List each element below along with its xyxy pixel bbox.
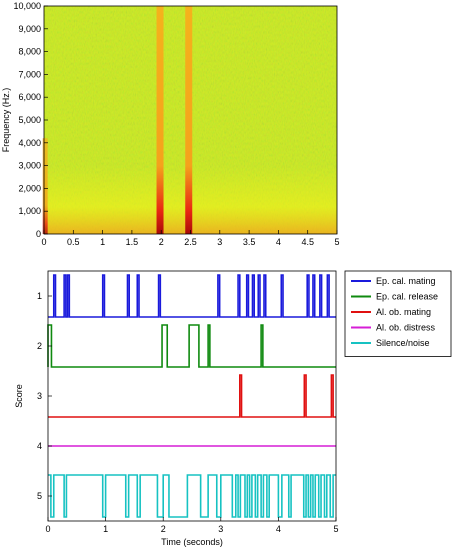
legend-label: Al. ob. mating [376,307,431,317]
score-y-tick-label: 5 [37,491,42,501]
score-x-tick-label: 1 [103,524,108,534]
spectrogram-x-tick-label: 0.5 [67,237,80,247]
score-y-tick-label: 4 [37,441,42,451]
spectrogram-y-tick-label: 7,000 [18,69,41,79]
spectrogram-x-ticks: 0 0.5 1 1.5 2 2.5 3 3.5 4 4.5 5 [41,230,340,247]
spectrogram-event-1 [42,138,48,234]
legend: Ep. cal. mating Ep. cal. release Al. ob. m… [344,270,452,357]
score-y-tick-label: 1 [37,291,42,301]
score-series-lines [47,274,336,518]
spectrogram-y-tick-label: 2,000 [18,183,41,193]
spectrogram-y-tick-label: 3,000 [18,161,41,171]
spectrogram-y-ticks: 0 1,000 2,000 3,000 4,000 5,000 6,000 7,000 8,00… [13,1,48,239]
score-y-ticks: 1 2 3 4 5 [37,291,52,501]
series-line-1 [48,274,336,318]
spectrogram-event-3 [185,6,193,234]
spectrogram-x-tick-label: 3 [217,237,222,247]
series-line-2 [47,324,336,368]
legend-label: Silence/noise [376,338,430,348]
score-frame [47,270,337,522]
score-x-tick-label: 5 [333,524,338,534]
spectrogram-x-tick-label: 0 [41,237,46,247]
series-line-3 [48,374,336,418]
spectrogram-y-axis-label: Frequency (Hz.) [1,88,11,153]
spectrogram-x-tick-label: 3.5 [243,237,256,247]
spectrogram-y-tick-label: 4,000 [18,138,41,148]
spectrogram-y-tick-label: 9,000 [18,24,41,34]
score-x-axis-label: Time (seconds) [161,537,223,547]
spectrogram-event-2 [156,6,164,234]
spectrogram-y-tick-label: 0 [36,229,41,239]
score-y-tick-label: 3 [37,391,42,401]
spectrogram-image [42,6,337,234]
spectrogram-panel: 0 0.5 1 1.5 2 2.5 3 3.5 4 4.5 5 0 1,000 2,000 3,000 4,… [1,1,340,247]
legend-items: Ep. cal. mating Ep. cal. release Al. ob. m… [351,276,438,348]
series-line-5 [48,474,336,518]
spectrogram-y-tick-label: 6,000 [18,92,41,102]
score-x-tick-label: 2 [161,524,166,534]
score-x-tick-label: 4 [276,524,281,534]
score-y-tick-label: 2 [37,341,42,351]
spectrogram-x-tick-label: 4 [276,237,281,247]
score-y-axis-label: Score [14,384,24,408]
legend-label: Al. ob. distress [376,323,436,333]
spectrogram-x-tick-label: 2 [159,237,164,247]
score-x-ticks: 0 1 2 3 4 5 [45,517,339,534]
score-x-tick-label: 0 [45,524,50,534]
score-panel: 0 1 2 3 4 5 1 2 3 4 5 Time (seconds) Score [14,270,339,547]
legend-label: Ep. cal. release [376,292,438,302]
spectrogram-y-tick-label: 10,000 [13,1,41,11]
spectrogram-y-tick-label: 5,000 [18,115,41,125]
spectrogram-y-tick-label: 1,000 [18,206,41,216]
spectrogram-x-tick-label: 1 [100,237,105,247]
legend-label: Ep. cal. mating [376,276,436,286]
spectrogram-x-tick-label: 4.5 [301,237,314,247]
spectrogram-x-tick-label: 1.5 [126,237,139,247]
score-x-tick-label: 3 [218,524,223,534]
spectrogram-y-tick-label: 8,000 [18,47,41,57]
spectrogram-x-tick-label: 5 [334,237,339,247]
spectrogram-x-tick-label: 2.5 [184,237,197,247]
